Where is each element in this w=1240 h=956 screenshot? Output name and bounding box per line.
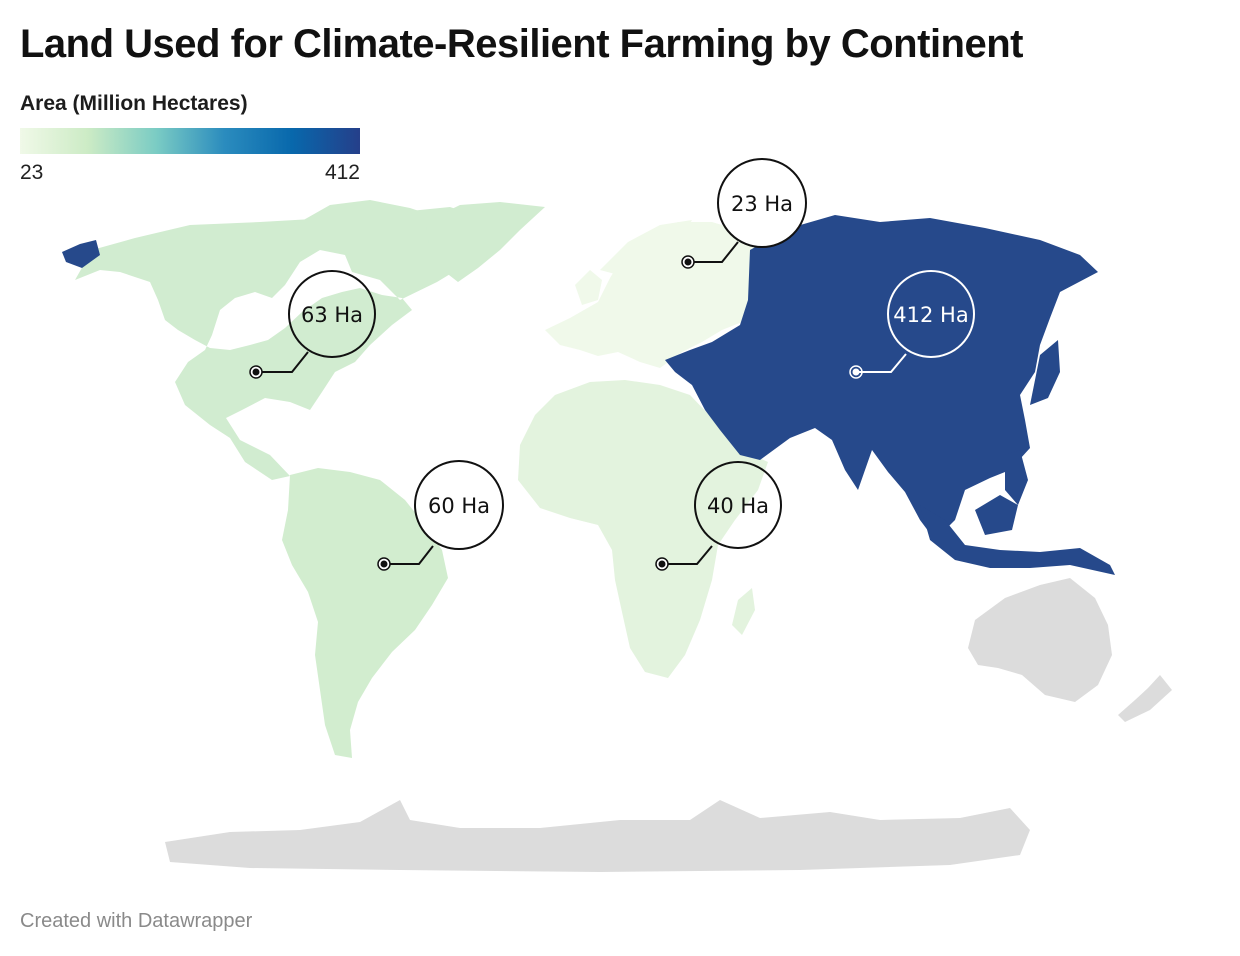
uk-shape[interactable] <box>575 270 602 305</box>
region-south-america[interactable] <box>282 468 448 758</box>
callout-label: 40 Ha <box>707 494 769 518</box>
hudson-bay-islands[interactable] <box>300 200 440 236</box>
callout-label: 412 Ha <box>893 303 968 327</box>
madagascar-shape[interactable] <box>732 588 755 635</box>
philippines-shape[interactable] <box>1005 450 1028 505</box>
callout-dot-inner <box>380 560 388 568</box>
callout-dot-inner <box>252 368 260 376</box>
africa-shape[interactable] <box>518 380 768 678</box>
callout-leader-line <box>688 241 739 263</box>
region-oceania[interactable] <box>968 578 1172 722</box>
color-legend: Area (Million Hectares) 23 412 <box>20 92 360 185</box>
australia-shape[interactable] <box>968 578 1112 702</box>
callout-dot-inner <box>852 368 860 376</box>
indonesia-shape[interactable] <box>920 505 1115 575</box>
legend-gradient-bar <box>20 128 360 154</box>
greenland-shape[interactable] <box>425 202 545 282</box>
callout-bubble <box>694 461 782 549</box>
callout-dot-outer <box>849 365 863 379</box>
callout-leader-line <box>856 353 907 373</box>
callout-asia: 412 Ha <box>849 270 975 379</box>
south-america-shape[interactable] <box>282 468 448 758</box>
region-north-america[interactable] <box>75 200 488 480</box>
callout-leader-line <box>384 545 434 565</box>
region-asia[interactable] <box>665 215 1115 575</box>
callout-dot-inner <box>684 258 692 266</box>
antarctica-shape[interactable] <box>165 800 1030 872</box>
credit-footer: Created with Datawrapper <box>20 910 253 932</box>
callout-africa: 40 Ha <box>655 461 782 571</box>
legend-title: Area (Million Hectares) <box>20 92 248 115</box>
alaska-tip-shape[interactable] <box>62 240 100 268</box>
region-africa[interactable] <box>518 380 768 678</box>
callout-label: 63 Ha <box>301 303 363 327</box>
japan-shape[interactable] <box>1030 340 1060 405</box>
europe-shape[interactable] <box>545 222 768 368</box>
legend-max-label: 412 <box>324 161 360 184</box>
callout-bubble <box>288 270 376 358</box>
new-zealand-shape[interactable] <box>1118 675 1172 722</box>
north-america-shape[interactable] <box>75 207 488 480</box>
borneo-shape[interactable] <box>975 495 1018 535</box>
region-europe[interactable] <box>545 220 768 368</box>
chart-title: Land Used for Climate-Resilient Farming … <box>20 22 1023 66</box>
world-map: 63 Ha 60 Ha 23 Ha 40 Ha 412 Ha <box>62 158 1172 872</box>
callout-europe: 23 Ha <box>681 158 807 269</box>
region-chukotka-west[interactable] <box>62 240 100 268</box>
callout-label: 60 Ha <box>428 494 490 518</box>
region-greenland[interactable] <box>425 202 545 282</box>
callout-bubble <box>887 270 975 358</box>
callout-south-america: 60 Ha <box>377 460 504 571</box>
asia-shape[interactable] <box>665 215 1098 540</box>
legend-min-label: 23 <box>20 161 44 184</box>
callout-leader-line <box>256 351 309 373</box>
callout-north-america: 63 Ha <box>249 270 376 379</box>
callout-dot-inner <box>658 560 666 568</box>
callout-leader-line <box>662 545 713 565</box>
region-antarctica[interactable] <box>165 800 1030 872</box>
scandinavia-shape[interactable] <box>600 220 692 278</box>
callout-bubble <box>414 460 504 550</box>
callout-label: 23 Ha <box>731 192 793 216</box>
callout-bubble <box>717 158 807 248</box>
